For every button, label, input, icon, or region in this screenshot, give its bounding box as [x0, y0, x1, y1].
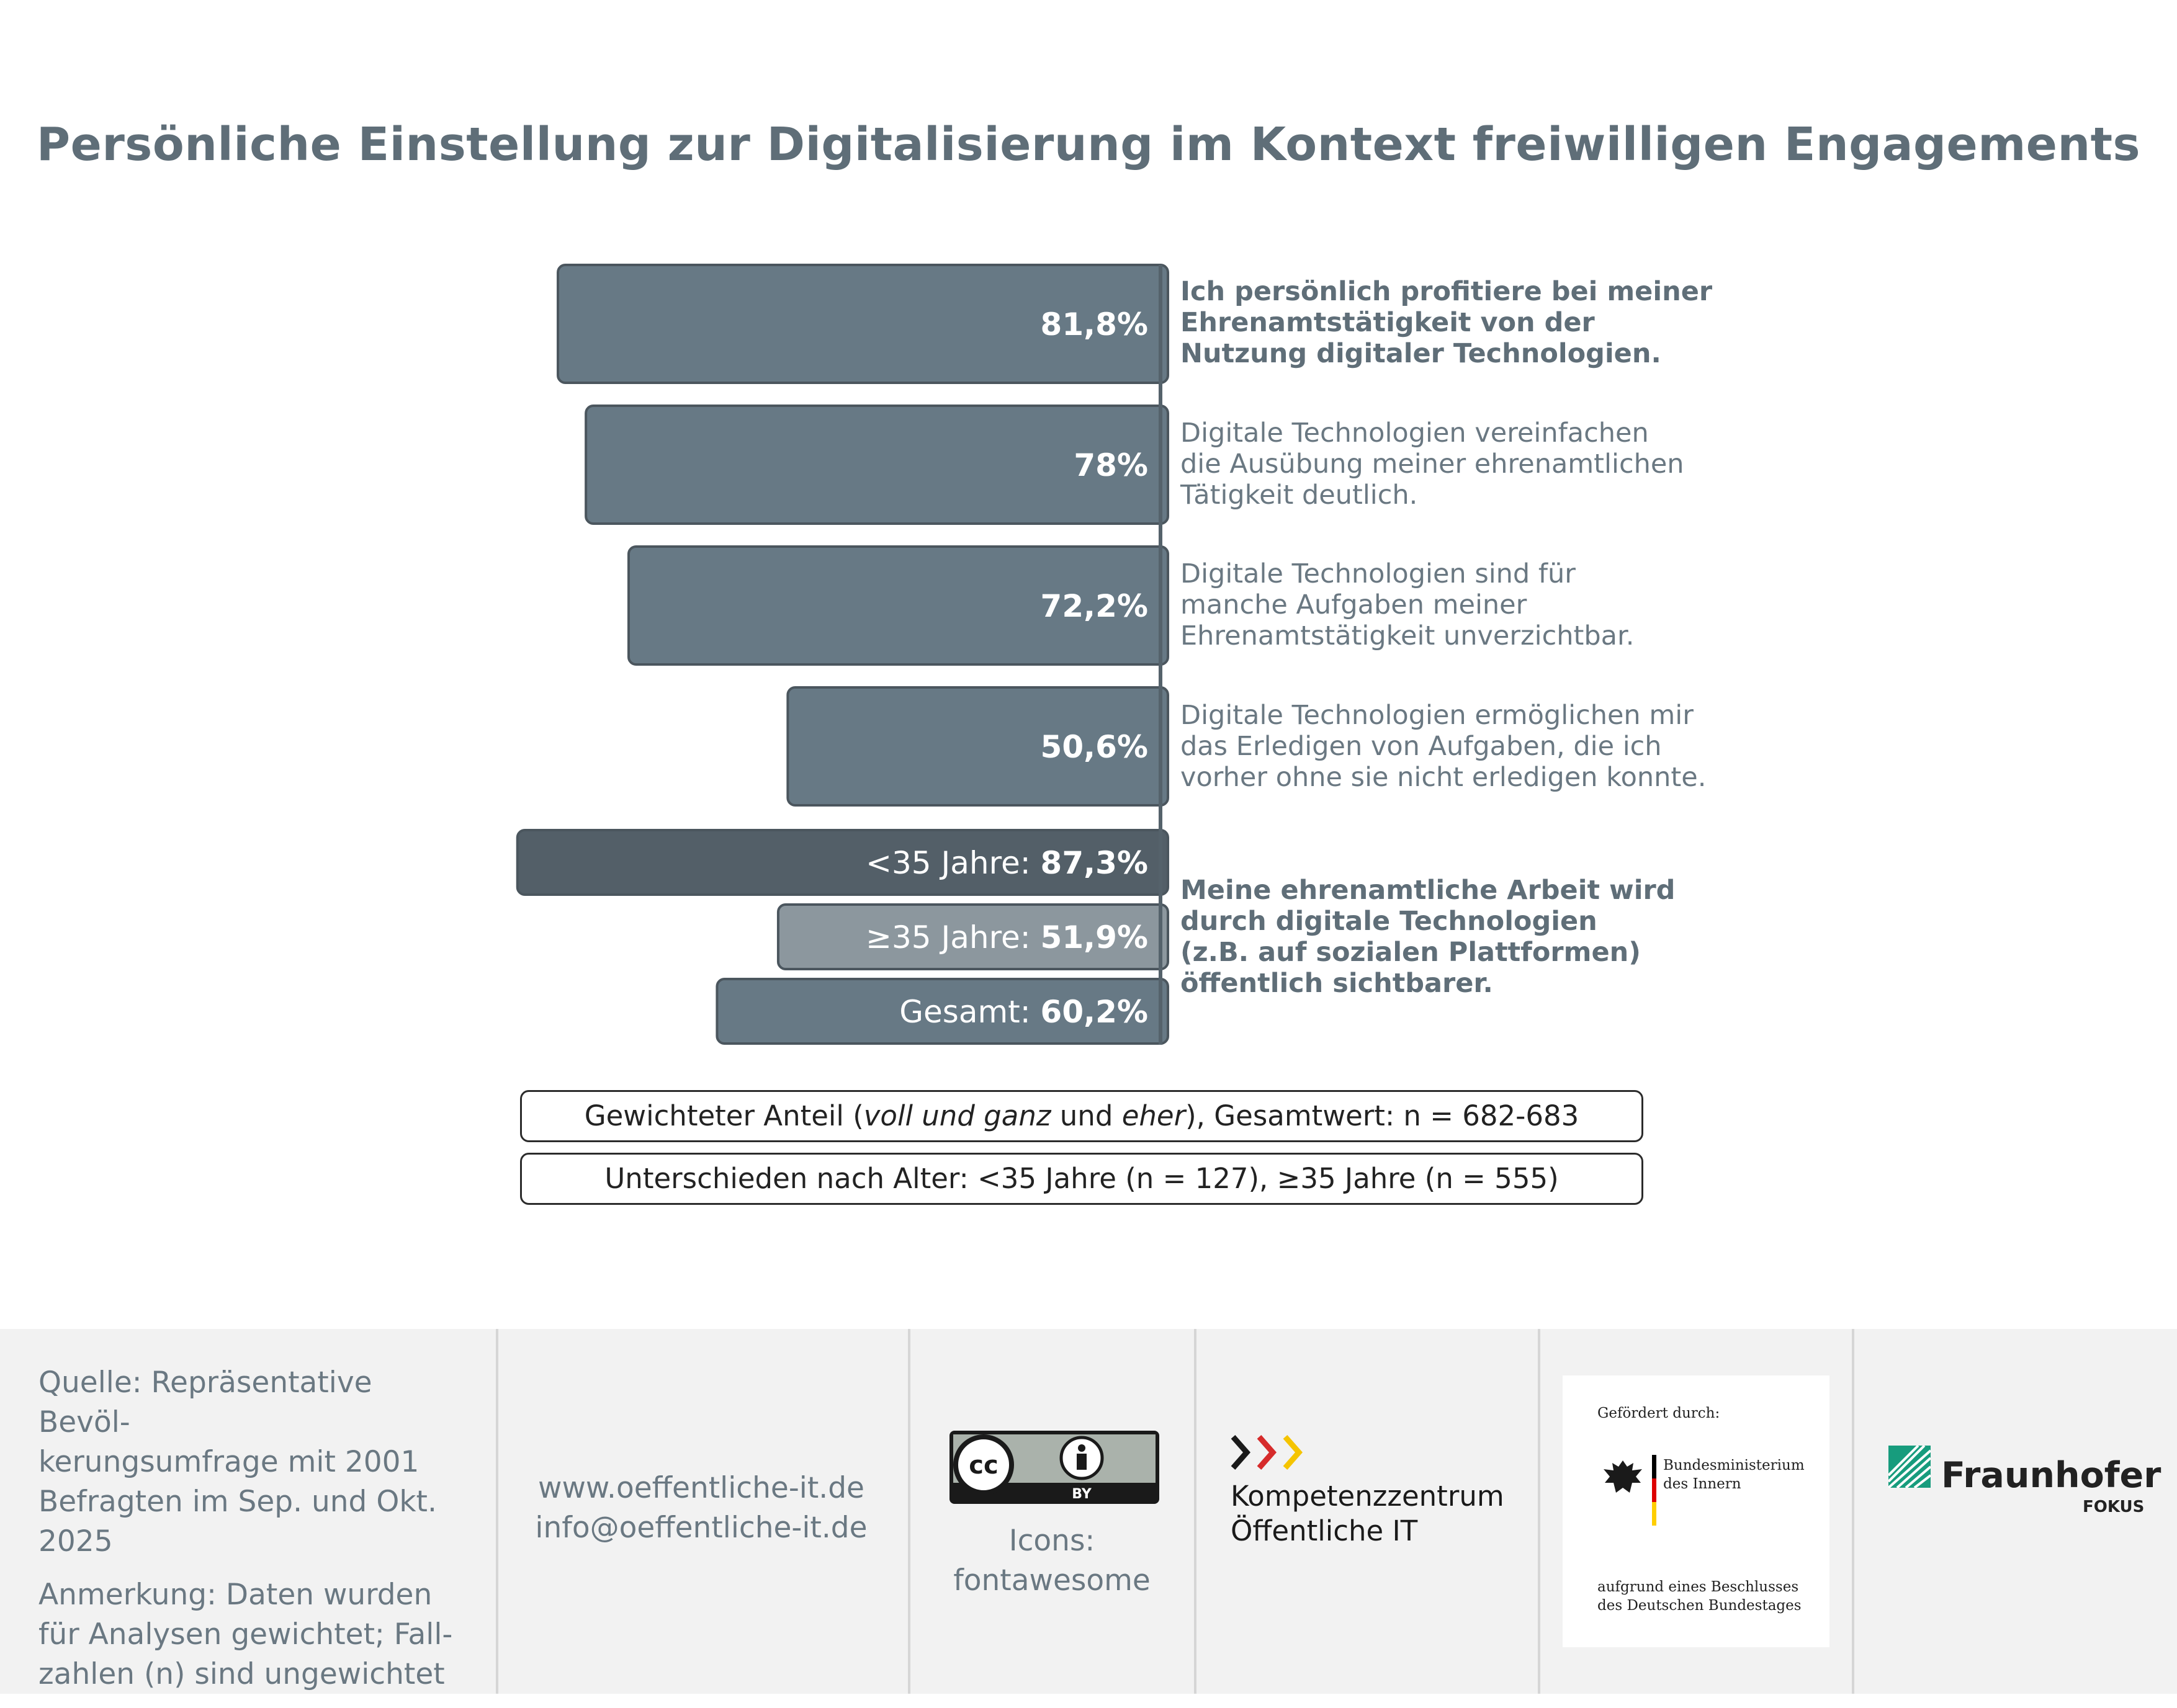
- bar-value-label-4: 50,6%: [1041, 729, 1148, 765]
- statement-5: Meine ehrenamtliche Arbeit wird durch dig…: [1180, 875, 1676, 999]
- bundestag-resolution: aufgrund eines Beschlusses des Deutschen …: [1597, 1579, 1802, 1614]
- icons-credit: Icons: fontawesome: [953, 1524, 1151, 1598]
- age-note: Unterschieden nach Alter: <35 Jahre (n =…: [520, 1153, 1643, 1205]
- svg-text:BY: BY: [1072, 1487, 1092, 1502]
- bar-value-label-1: 81,8%: [1041, 306, 1148, 342]
- flag-red-stripe: [1652, 1478, 1656, 1502]
- bar-value-label-3: 72,2%: [1041, 588, 1148, 624]
- email-link[interactable]: info@oeffentliche-it.de: [535, 1511, 868, 1545]
- footer-divider: [1538, 1329, 1540, 1694]
- bar-value-label-2: 78%: [1074, 447, 1148, 483]
- chart-title: Persönliche Einstellung zur Digitalisier…: [36, 118, 2141, 171]
- statement-3: Digitale Technologien sind für manche Auf…: [1180, 558, 1635, 651]
- footer-divider: [496, 1329, 498, 1694]
- kompetenzzentrum-logo-icon: [1231, 1435, 1303, 1470]
- bar-5: [516, 829, 1169, 896]
- bar-value-label-7: Gesamt: 60,2%: [899, 994, 1148, 1030]
- flag-black-stripe: [1652, 1455, 1656, 1478]
- weighting-note: Gewichteter Anteil (voll und ganz und eh…: [520, 1090, 1643, 1142]
- bar-value-label-5: <35 Jahre: 87,3%: [866, 845, 1148, 881]
- bar-chart: 81,8% 78% 72,2% 50,6% <35 Jahre: 87,3% ≥35 Ja…: [516, 264, 1170, 1045]
- footer-divider: [1194, 1329, 1196, 1694]
- federal-eagle-icon: [1604, 1460, 1642, 1493]
- bar-3: [627, 545, 1169, 666]
- footer-divider: [908, 1329, 910, 1694]
- source-text: Quelle: Repräsentative Bevöl-kerungsumfr…: [38, 1366, 453, 1691]
- fokus-label: FOKUS: [2083, 1498, 2145, 1516]
- bar-7: [716, 978, 1169, 1045]
- bmi-funding-logo: Gefördert durch: Bundesministerium des In…: [1563, 1375, 1829, 1647]
- ministry-name: Bundesministerium des Innern: [1663, 1457, 1805, 1492]
- funded-by-label: Gefördert durch:: [1597, 1405, 1720, 1421]
- bar-1: [557, 264, 1169, 384]
- bar-value-label-6: ≥35 Jahre: 51,9%: [866, 919, 1148, 955]
- flag-gold-stripe: [1652, 1502, 1656, 1526]
- bar-6: [776, 903, 1169, 970]
- fraunhofer-logo-icon: [1888, 1446, 1931, 1488]
- fraunhofer-name: Fraunhofer: [1941, 1455, 2161, 1496]
- statement-2: Digitale Technologien vereinfachen die Au…: [1180, 418, 1684, 511]
- bar-4: [786, 686, 1170, 807]
- footer-divider: [1852, 1329, 1854, 1694]
- contact-info: www.oeffentliche-it.de info@oeffentliche…: [496, 1469, 906, 1548]
- footer: Quelle: Repräsentative Bevöl-kerungsumfr…: [0, 1329, 2177, 1694]
- cc-by-license-icon: cc BY: [949, 1431, 1159, 1504]
- bar-2: [585, 405, 1169, 525]
- statement-1: Ich persönlich profitiere bei meiner Ehre…: [1180, 276, 1713, 369]
- website-link[interactable]: www.oeffentliche-it.de: [538, 1471, 864, 1505]
- statement-4: Digitale Technologien ermöglichen mir das…: [1180, 700, 1707, 793]
- svg-text:cc: cc: [969, 1451, 998, 1480]
- kompetenzzentrum-name: Kompetenzzentrum Öffentliche IT: [1231, 1480, 1504, 1547]
